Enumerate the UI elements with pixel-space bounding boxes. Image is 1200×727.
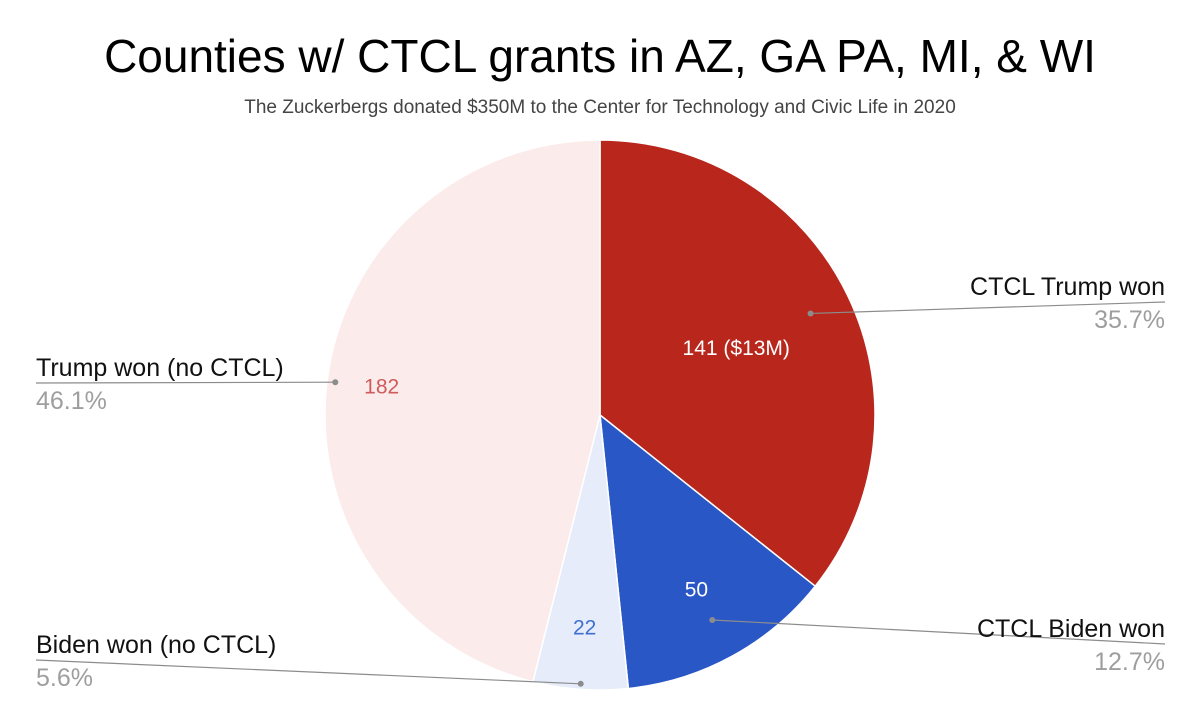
legend-percent-ctcl-trump-won: 35.7% — [1094, 306, 1165, 334]
slice-value-label: 182 — [364, 375, 399, 398]
chart-title: Counties w/ CTCL grants in AZ, GA PA, MI… — [104, 30, 1096, 82]
leader-legend: CTCL Trump won 35.7% CTCL Biden won 12.7% Bi… — [35, 273, 1166, 692]
pie-slice-ctcl-biden-won — [599, 413, 817, 690]
pie-slice-ctcl-trump-won — [599, 139, 876, 588]
slice-labels: 141 ($13M) 50 22 182 — [364, 337, 790, 640]
legend-percent-trump-won-no-ctcl: 46.1% — [36, 387, 107, 415]
chart-subtitle: The Zuckerbergs donated $350M to the Cen… — [244, 97, 956, 118]
leader-dot — [577, 680, 584, 687]
legend-name-ctcl-trump-won: CTCL Trump won — [970, 273, 1165, 301]
legend-name-biden-won-no-ctcl: Biden won (no CTCL) — [36, 631, 276, 659]
pie-slices — [324, 139, 876, 691]
leader-dot — [709, 617, 716, 624]
leader-dot — [807, 310, 814, 317]
legend-name-ctcl-biden-won: CTCL Biden won — [977, 615, 1165, 643]
leader-line — [35, 659, 581, 685]
pie-slice-trump-won-no-ctcl — [324, 139, 601, 683]
legend-percent-biden-won-no-ctcl: 5.6% — [36, 664, 93, 692]
leader-line — [712, 619, 1166, 645]
leader-line — [35, 381, 336, 384]
slice-value-label: 22 — [573, 616, 596, 639]
slice-value-label: 50 — [685, 579, 708, 602]
leader-dot — [332, 379, 339, 386]
leader-line — [810, 301, 1166, 315]
slice-value-label: 141 ($13M) — [683, 337, 790, 360]
legend-name-trump-won-no-ctcl: Trump won (no CTCL) — [36, 354, 284, 382]
legend-percent-ctcl-biden-won: 12.7% — [1094, 648, 1165, 676]
